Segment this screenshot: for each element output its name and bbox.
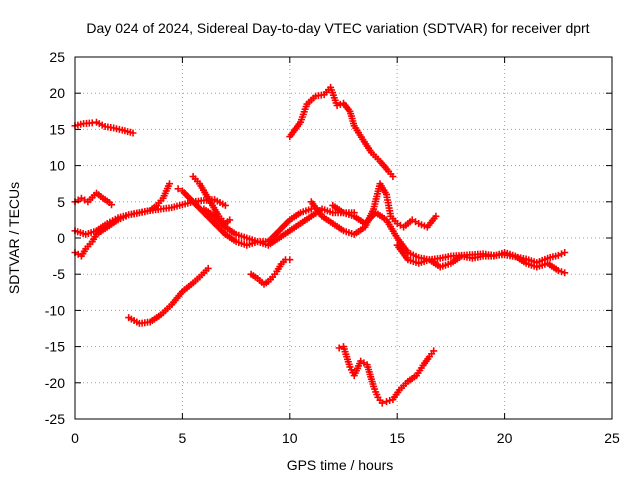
y-tick-label: 0 [57, 230, 65, 246]
x-tick-label: 5 [179, 430, 187, 446]
data-point [108, 201, 115, 209]
series-track-08 [247, 256, 294, 288]
series-track-14 [335, 343, 438, 407]
x-axis-label: GPS time / hours [287, 457, 394, 473]
data-point-interp [558, 250, 565, 258]
y-tick-label: -25 [45, 411, 65, 427]
y-tick-label: 20 [49, 85, 65, 101]
data-point [561, 269, 569, 277]
y-tick-label: -15 [45, 339, 65, 355]
data-point-interp [558, 268, 565, 276]
series-track-06 [189, 173, 234, 227]
series-track-13 [393, 241, 569, 277]
y-tick-label: -5 [53, 266, 66, 282]
axis-ticks: 0 5 10 15 20 25 -25 -20 -15 -10 -5 0 5 10 15 20 25 [45, 49, 620, 446]
data-point-interp [336, 100, 344, 108]
data-point [554, 267, 562, 275]
series-track-07 [125, 264, 212, 327]
series-track-01 [71, 118, 137, 137]
data-point [554, 251, 562, 259]
data-point [335, 344, 343, 352]
data-point [389, 173, 397, 180]
y-tick-label: -10 [45, 302, 65, 318]
y-axis-label: SDTVAR / TECUs [6, 182, 22, 294]
grid-lines [75, 57, 612, 419]
y-tick-label: 15 [49, 121, 65, 137]
chart-title: Day 024 of 2024, Sidereal Day-to-day VTE… [86, 20, 589, 36]
x-tick-label: 20 [497, 430, 513, 446]
data-point [383, 398, 390, 406]
series-track-10 [286, 83, 397, 180]
data-point [561, 249, 569, 256]
y-tick-label: 5 [57, 194, 65, 210]
data-point [221, 201, 229, 209]
y-tick-label: 25 [49, 49, 65, 65]
data-point-interp [386, 397, 394, 404]
x-tick-label: 10 [282, 430, 298, 446]
data-point [432, 212, 440, 220]
x-tick-label: 25 [604, 430, 620, 446]
y-tick-label: -20 [45, 375, 65, 391]
data-point [333, 102, 341, 109]
data-series [71, 83, 569, 407]
data-point [430, 347, 438, 355]
series-track-03 [71, 196, 229, 260]
x-tick-label: 0 [71, 430, 79, 446]
data-point [204, 264, 212, 272]
data-point [166, 180, 173, 188]
x-tick-label: 15 [389, 430, 405, 446]
series-track-04 [71, 180, 173, 238]
data-point [226, 216, 234, 224]
series-track-12 [329, 201, 569, 267]
y-tick-label: 10 [49, 158, 65, 174]
data-point [174, 185, 182, 193]
data-point [129, 129, 137, 137]
data-point [378, 399, 386, 407]
series-track-11 [307, 180, 440, 238]
data-point [286, 256, 294, 264]
series-track-02 [71, 189, 115, 209]
